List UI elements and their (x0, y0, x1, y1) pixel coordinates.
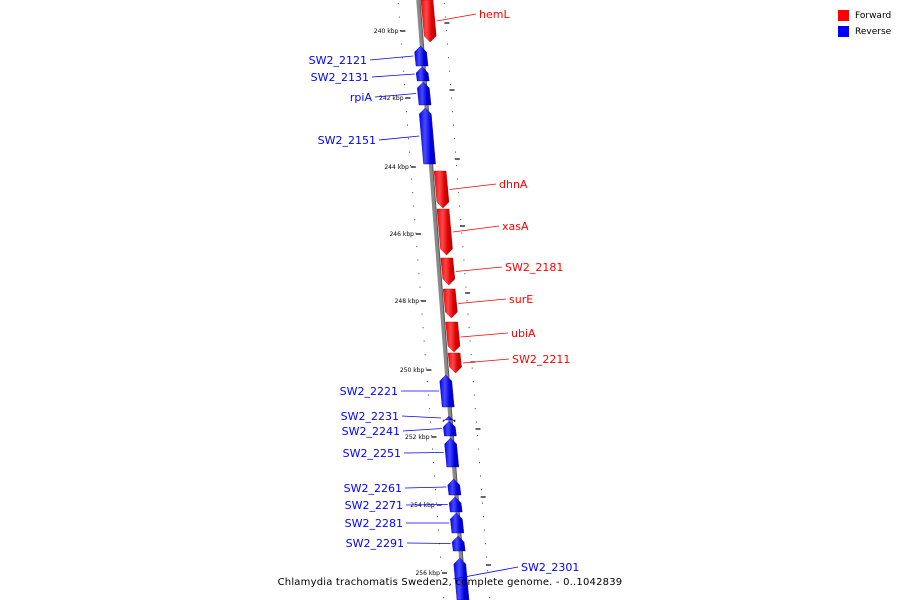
gene-label[interactable]: xasA (502, 220, 529, 233)
tick-label: 244 kbp (384, 164, 409, 171)
tick-label: 242 kbp (379, 95, 404, 102)
tick-label: 256 kbp (415, 570, 440, 577)
gene-leader-line (460, 332, 509, 338)
gene-label[interactable]: SW2_2291 (346, 537, 404, 550)
forward-gene-arrow[interactable] (420, 0, 437, 43)
reverse-gene-arrow[interactable] (415, 66, 430, 82)
gene-label[interactable]: ubiA (511, 327, 536, 340)
gene-label[interactable]: SW2_2121 (309, 54, 367, 67)
gene-sure[interactable]: surE (442, 288, 533, 319)
gene-label[interactable]: SW2_2151 (318, 134, 376, 147)
gene-xasa[interactable]: xasA (436, 208, 529, 256)
gene-ubia[interactable]: ubiA (445, 321, 536, 353)
legend-item-reverse: Reverse (838, 24, 891, 39)
gene-leader-line (436, 13, 477, 22)
gene-leader-line (453, 566, 519, 580)
gene-leader-line (458, 298, 507, 304)
major-ticks: 240 kbp 242 kbp 244 kbp 246 kbp 248 kbp 250 k… (374, 22, 491, 577)
gene-leader-line (378, 135, 420, 141)
legend-swatch-forward (838, 10, 849, 21)
reverse-gene-arrow[interactable] (451, 535, 466, 552)
gene-label[interactable]: SW2_2281 (345, 517, 403, 530)
reverse-gene-arrow[interactable] (450, 512, 465, 534)
gene-sw2-2231[interactable]: SW2_2231 (341, 410, 456, 423)
legend-label-reverse: Reverse (855, 26, 892, 37)
gene-leader-line (406, 542, 451, 544)
tick-label: 254 kbp (410, 502, 435, 509)
gene-label[interactable]: rpiA (350, 91, 373, 104)
gene-leader-line (369, 55, 414, 61)
gene-heml[interactable]: hemL (420, 0, 510, 43)
gene-label[interactable]: SW2_2181 (505, 261, 563, 274)
gene-label[interactable]: SW2_2221 (340, 385, 398, 398)
gene-sw2-2261[interactable]: SW2_2261 (344, 478, 462, 496)
gene-label[interactable]: hemL (479, 8, 510, 21)
tick-label: 250 kbp (400, 367, 425, 374)
gene-label[interactable]: SW2_2271 (345, 499, 403, 512)
tick-label: 248 kbp (395, 298, 420, 305)
reverse-gene-arrow[interactable] (448, 496, 463, 513)
gene-sw2-2241[interactable]: SW2_2241 (342, 420, 457, 438)
gene-label[interactable]: dhnA (499, 178, 528, 191)
reverse-gene-arrow[interactable] (447, 478, 462, 496)
forward-gene-arrow[interactable] (436, 208, 453, 256)
gene-label[interactable]: SW2_2131 (311, 71, 369, 84)
gene-leader-line (374, 93, 417, 98)
tick-label: 240 kbp (374, 28, 399, 35)
gene-sw2-2291[interactable]: SW2_2291 (346, 535, 466, 552)
gene-rpia[interactable]: rpiA (350, 81, 432, 106)
gene-label[interactable]: SW2_2241 (342, 425, 400, 438)
gene-leader-line (401, 415, 442, 419)
gene-sw2-2211[interactable]: SW2_2211 (447, 352, 570, 374)
gene-leader-line (403, 452, 444, 454)
gene-sw2-2221[interactable]: SW2_2221 (340, 374, 455, 408)
forward-gene-arrow[interactable] (440, 257, 456, 286)
gene-leader-line (455, 266, 503, 272)
gene-leader-line (405, 504, 448, 506)
gene-leader-line (371, 73, 415, 78)
legend-item-forward: Forward (838, 8, 891, 23)
gene-label[interactable]: SW2_2301 (521, 561, 579, 574)
gene-leader-line (404, 486, 447, 489)
gene-label[interactable]: SW2_2211 (512, 353, 570, 366)
gene-leader-line (449, 183, 497, 190)
legend: Forward Reverse (838, 8, 891, 40)
minor-ticks (397, 3, 491, 599)
gene-leader-line (402, 428, 442, 432)
reverse-gene-arrow[interactable] (442, 415, 456, 423)
tick-label: 252 kbp (405, 434, 430, 441)
reverse-gene-arrow[interactable] (443, 420, 457, 437)
forward-gene-arrow[interactable] (442, 288, 458, 319)
forward-gene-arrow[interactable] (447, 352, 462, 374)
gene-sw2-2121[interactable]: SW2_2121 (309, 45, 429, 67)
reverse-gene-arrow[interactable] (453, 557, 470, 600)
reverse-gene-arrow[interactable] (419, 107, 436, 165)
gene-sw2-2271[interactable]: SW2_2271 (345, 496, 463, 513)
reverse-gene-arrow[interactable] (439, 374, 455, 408)
reverse-gene-arrow[interactable] (444, 437, 460, 468)
forward-gene-arrow[interactable] (433, 170, 450, 209)
gene-sw2-2251[interactable]: SW2_2251 (343, 437, 460, 468)
gene-leader-line (452, 225, 500, 233)
gene-sw2-2151[interactable]: SW2_2151 (318, 107, 436, 165)
reverse-gene-arrow[interactable] (417, 81, 432, 106)
tick-label: 246 kbp (389, 231, 414, 238)
gene-label[interactable]: SW2_2251 (343, 447, 401, 460)
genes-layer: hemL SW2_2121 SW2_2131 rpiA SW2_2151 dhnA xasA… (309, 0, 579, 600)
genome-caption: Chlamydia trachomatis Sweden2, complete … (277, 577, 623, 588)
gene-sw2-2281[interactable]: SW2_2281 (345, 512, 465, 534)
gene-sw2-2181[interactable]: SW2_2181 (440, 257, 564, 286)
gene-leader-line (462, 358, 510, 364)
gene-dhna[interactable]: dhnA (433, 170, 528, 209)
gene-sw2-2131[interactable]: SW2_2131 (311, 66, 430, 84)
gene-label[interactable]: surE (509, 293, 533, 306)
reverse-gene-arrow[interactable] (414, 45, 429, 67)
legend-label-forward: Forward (855, 10, 892, 21)
legend-swatch-reverse (838, 26, 849, 37)
gene-sw2-2301[interactable]: SW2_2301 (453, 557, 579, 600)
forward-gene-arrow[interactable] (445, 321, 461, 353)
gene-label[interactable]: SW2_2261 (344, 482, 402, 495)
gene-label[interactable]: SW2_2231 (341, 410, 399, 423)
